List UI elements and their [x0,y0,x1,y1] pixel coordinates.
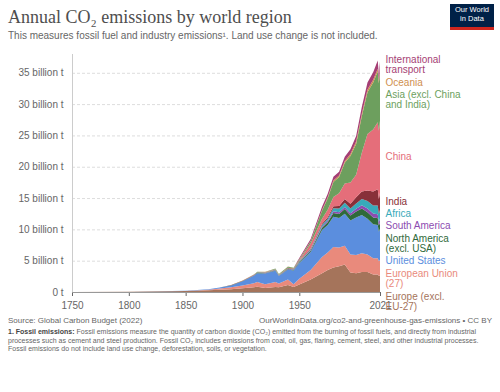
svg-text:15 billion t: 15 billion t [18,193,63,204]
svg-text:Internationaltransport: Internationaltransport [386,54,441,75]
svg-text:Oceania: Oceania [386,77,424,88]
svg-text:North America(excl. USA): North America(excl. USA) [386,233,450,254]
svg-text:European Union(27): European Union(27) [386,268,458,289]
html-text:Source: Global Carbon Budget (: Source: Global Carbon Budget (2022) [8,316,143,325]
svg-text:35 billion t: 35 billion t [18,67,63,78]
html-text:This measures fossil fuel and: This measures fossil fuel and industry e… [8,30,378,41]
svg-text:United States: United States [386,255,446,266]
html-text:1. Fossil emissions: Fossil em: 1. Fossil emissions: Fossil emissions me… [8,328,479,352]
svg-text:1950: 1950 [289,300,312,311]
svg-text:20 billion t: 20 billion t [18,161,63,172]
svg-text:Africa: Africa [386,208,412,219]
svg-text:2021: 2021 [369,299,392,311]
svg-text:China: China [386,151,413,162]
svg-text:1800: 1800 [118,300,141,311]
svg-text:Europe (excl.EU-27): Europe (excl.EU-27) [386,291,445,312]
svg-text:30 billion t: 30 billion t [18,99,63,110]
html-text:OurWorldInData.org/co2-and-gre: OurWorldInData.org/co2-and-greenhouse-ga… [259,316,492,325]
svg-text:India: India [386,196,408,207]
svg-text:25 billion t: 25 billion t [18,130,63,141]
svg-text:10 billion t: 10 billion t [18,224,63,235]
svg-text:1750: 1750 [61,300,84,311]
svg-text:0 t: 0 t [52,287,63,298]
svg-text:1900: 1900 [232,300,255,311]
svg-text:South America: South America [386,220,451,231]
html-text:Annual CO₂ emissions by world: Annual CO₂ emissions by world region [8,7,292,27]
svg-text:1850: 1850 [175,300,198,311]
html-text:Our World in Data: Our World in Data [455,5,489,23]
svg-text:5 billion t: 5 billion t [24,255,64,266]
svg-text:Asia (excl. Chinaand India): Asia (excl. Chinaand India) [386,89,461,110]
